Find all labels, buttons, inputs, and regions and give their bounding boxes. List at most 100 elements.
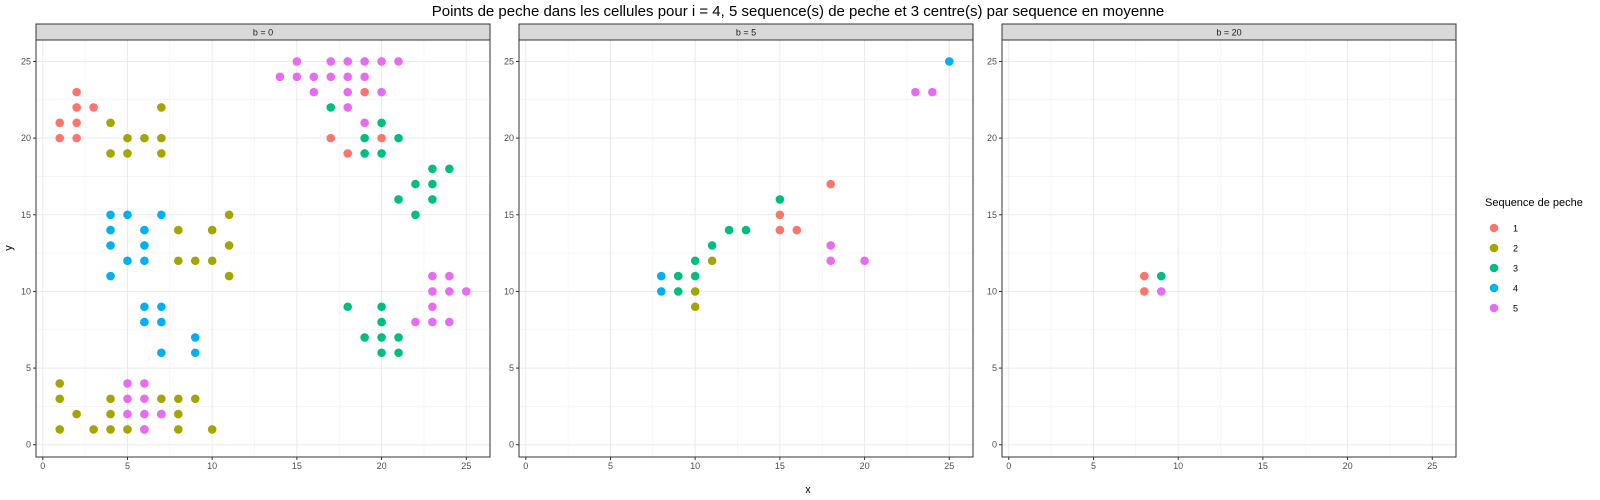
data-point: [106, 271, 115, 281]
data-point: [106, 425, 115, 434]
data-point: [190, 333, 200, 342]
y-tick-label: 0: [509, 440, 514, 450]
panel-border: [1001, 39, 1457, 458]
data-point: [394, 57, 403, 66]
x-tick-label: 15: [775, 461, 785, 471]
data-point: [173, 394, 183, 404]
data-point: [72, 87, 81, 97]
data-point: [123, 133, 132, 143]
y-tick-label: 25: [21, 56, 31, 66]
y-tick-label: 0: [26, 440, 31, 450]
data-point: [707, 241, 717, 250]
y-tick-label: 10: [21, 286, 31, 296]
data-point: [140, 317, 149, 327]
data-point: [377, 333, 386, 342]
data-point: [944, 57, 954, 66]
data-point: [123, 149, 132, 158]
data-point: [106, 149, 115, 158]
data-point: [123, 210, 132, 220]
data-point: [911, 87, 920, 97]
data-point: [106, 394, 115, 404]
data-point: [411, 210, 420, 220]
data-point: [428, 164, 437, 174]
data-point: [428, 179, 437, 189]
x-axis-title: x: [805, 484, 811, 496]
y-tick-label: 5: [992, 363, 997, 373]
data-point: [224, 271, 234, 281]
facet-strip-label: b = 0: [253, 28, 273, 38]
data-point: [140, 241, 149, 250]
data-point: [445, 271, 454, 281]
data-point: [157, 103, 166, 112]
data-point: [157, 348, 166, 358]
data-point: [326, 72, 336, 82]
y-tick-label: 25: [504, 56, 514, 66]
data-point: [377, 57, 386, 66]
data-point: [377, 317, 386, 327]
y-tick-label: 15: [987, 210, 997, 220]
panel-border: [35, 39, 491, 458]
data-point: [360, 149, 369, 158]
data-point: [292, 72, 302, 82]
data-point: [106, 225, 115, 235]
legend-key: [1489, 263, 1499, 273]
data-point: [445, 164, 454, 174]
data-point: [377, 348, 386, 358]
data-point: [741, 225, 751, 235]
data-point: [72, 118, 81, 128]
legend-title: Sequence de peche: [1485, 197, 1583, 209]
data-point: [326, 57, 336, 66]
legend-label: 5: [1513, 304, 1518, 314]
y-tick-label: 0: [992, 440, 997, 450]
data-point: [173, 256, 183, 266]
legend-label: 2: [1513, 244, 1518, 254]
y-axis-title: y: [3, 245, 15, 251]
y-tick-label: 20: [21, 133, 31, 143]
data-point: [140, 409, 149, 419]
data-point: [55, 118, 65, 128]
data-point: [1156, 271, 1166, 281]
facet-panel: b = 20 0 5 10 15 20 25 0 5 10 15 20 25: [987, 23, 1457, 471]
data-point: [106, 210, 115, 220]
chart-title: Points de peche dans les cellules pour i…: [432, 3, 1165, 20]
data-point: [123, 256, 132, 266]
x-tick-label: 5: [1091, 461, 1096, 471]
x-tick-label: 10: [690, 461, 700, 471]
y-tick-label: 10: [504, 286, 514, 296]
data-point: [377, 87, 386, 97]
data-point: [157, 210, 166, 220]
data-point: [55, 425, 65, 434]
x-tick-label: 15: [292, 461, 302, 471]
data-point: [690, 287, 700, 296]
data-point: [106, 241, 115, 250]
data-point: [928, 87, 937, 97]
y-tick-label: 20: [504, 133, 514, 143]
data-point: [411, 317, 420, 327]
data-point: [190, 256, 200, 266]
x-tick-label: 20: [860, 461, 870, 471]
data-point: [207, 425, 217, 434]
data-point: [360, 72, 369, 82]
data-point: [343, 149, 353, 158]
data-point: [326, 133, 336, 143]
data-point: [55, 133, 65, 143]
data-point: [461, 287, 471, 296]
data-point: [55, 379, 65, 388]
data-point: [343, 72, 353, 82]
data-point: [775, 225, 785, 235]
data-point: [690, 302, 700, 312]
data-point: [792, 225, 802, 235]
data-point: [292, 57, 302, 66]
x-tick-label: 20: [377, 461, 387, 471]
data-point: [394, 133, 403, 143]
data-point: [72, 103, 81, 112]
data-point: [377, 302, 386, 312]
data-point: [173, 425, 183, 434]
data-point: [157, 317, 166, 327]
data-point: [428, 317, 437, 327]
data-point: [377, 133, 386, 143]
facet-strip-label: b = 5: [736, 28, 756, 38]
data-point: [224, 241, 234, 250]
data-point: [140, 302, 149, 312]
facet-strip-label: b = 20: [1216, 28, 1241, 38]
